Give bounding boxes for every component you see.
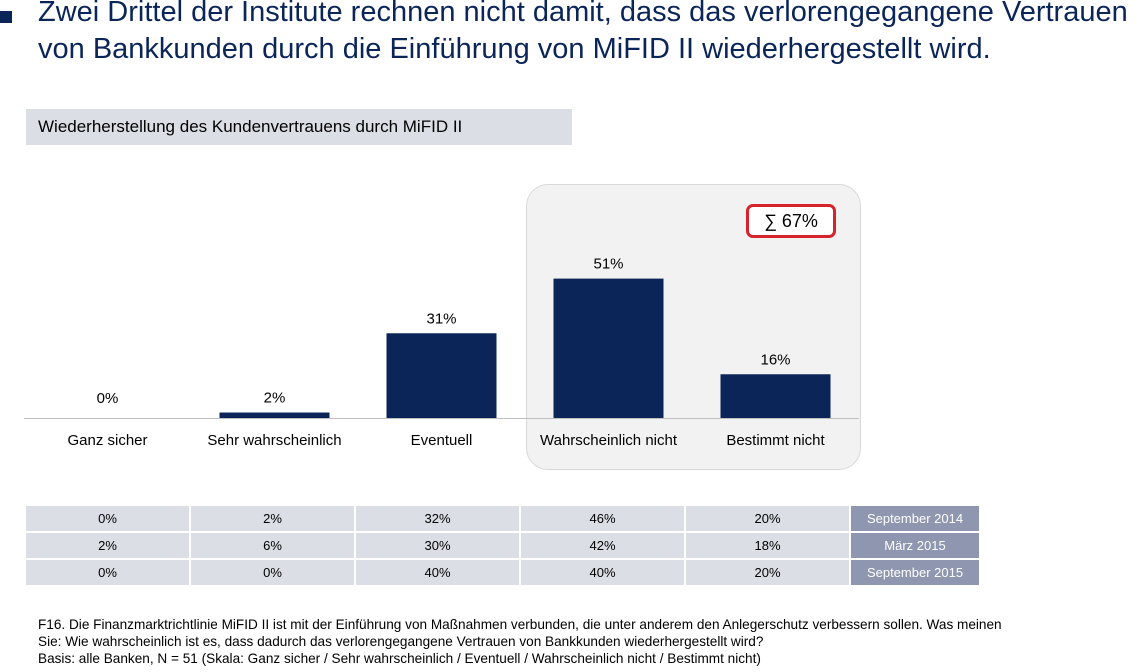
- title-bullet-icon: [0, 11, 12, 23]
- sum-icon: ∑: [764, 210, 777, 231]
- table-cell: 0%: [26, 506, 189, 531]
- page-title: Zwei Drittel der Institute rechnen nicht…: [38, 0, 1128, 65]
- footnote-basis: Basis: alle Banken, N = 51 (Skala: Ganz …: [38, 651, 761, 666]
- table-cell: 18%: [686, 533, 849, 558]
- table-cell: 0%: [191, 560, 354, 585]
- table-row: 2% 6% 30% 42% 18% März 2015: [26, 533, 979, 558]
- table-row: 0% 2% 32% 46% 20% September 2014: [26, 506, 979, 531]
- x-tick-label: Eventuell: [411, 432, 473, 449]
- footnote-question: F16. Die Finanzmarktrichtlinie MiFID II …: [38, 617, 1002, 632]
- data-label: 2%: [264, 390, 286, 407]
- survey-period-label: September 2015: [851, 560, 979, 585]
- table-cell: 20%: [686, 506, 849, 531]
- table-cell: 40%: [356, 560, 519, 585]
- chart-subtitle: Wiederherstellung des Kundenvertrauens d…: [38, 117, 463, 136]
- table-row: 0% 0% 40% 40% 20% September 2015: [26, 560, 979, 585]
- comparison-table: 0% 2% 32% 46% 20% September 2014 2% 6% 30% 42% 18%…: [24, 504, 981, 587]
- table-cell: 0%: [26, 560, 189, 585]
- table-cell: 2%: [26, 533, 189, 558]
- table-cell: 46%: [521, 506, 684, 531]
- table-cell: 40%: [521, 560, 684, 585]
- table-cell: 32%: [356, 506, 519, 531]
- table-cell: 2%: [191, 506, 354, 531]
- survey-period-label: September 2014: [851, 506, 979, 531]
- table-cell: 42%: [521, 533, 684, 558]
- chart-subtitle-box: Wiederherstellung des Kundenvertrauens d…: [26, 109, 572, 145]
- x-tick-label: Sehr wahrscheinlich: [207, 432, 341, 449]
- x-tick-label: Ganz sicher: [67, 432, 147, 449]
- bar: [553, 278, 664, 418]
- data-label: 51%: [593, 256, 623, 273]
- data-label: 16%: [760, 351, 790, 368]
- x-tick-label: Bestimmt nicht: [726, 432, 825, 449]
- table-cell: 6%: [191, 533, 354, 558]
- data-label: 31%: [426, 310, 456, 327]
- sum-badge: ∑ 67%: [746, 204, 836, 238]
- bar: [720, 374, 831, 418]
- data-label: 0%: [97, 390, 119, 407]
- bar: [386, 333, 497, 418]
- footnote: F16. Die Finanzmarktrichtlinie MiFID II …: [38, 616, 1138, 667]
- survey-period-label: März 2015: [851, 533, 979, 558]
- sum-value: 67%: [781, 210, 818, 231]
- footnote-question-continued: Sie: Wie wahrscheinlich ist es, dass dad…: [38, 634, 764, 649]
- bar: [219, 412, 330, 418]
- x-tick-label: Wahrscheinlich nicht: [540, 432, 678, 449]
- table-cell: 30%: [356, 533, 519, 558]
- comparison-table-body: 0% 2% 32% 46% 20% September 2014 2% 6% 30% 42% 18%…: [26, 506, 979, 585]
- table-cell: 20%: [686, 560, 849, 585]
